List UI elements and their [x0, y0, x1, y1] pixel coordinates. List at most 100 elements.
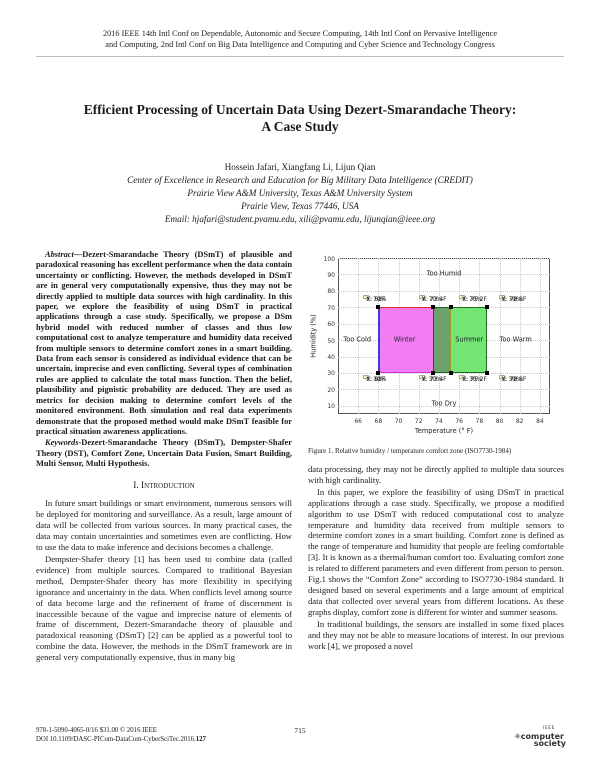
- y-tick-label: 80: [327, 288, 335, 296]
- region-label: Too Dry: [431, 399, 457, 408]
- datatip-line: X: 73.4F: [421, 376, 447, 384]
- corner-marker: [449, 370, 454, 375]
- datatip-line: Y: 70%: [421, 296, 442, 304]
- datatip-line: Y: 30%: [421, 376, 442, 384]
- paper-title-line1: Efficient Processing of Uncertain Data U…: [83, 102, 517, 117]
- section-heading-introduction: I. Introduction: [133, 480, 195, 491]
- page-number: 715: [294, 726, 306, 735]
- y-tick-label: 100: [323, 255, 335, 263]
- figure-1: 66 68 70 72 74 76 78 80 82 84 10 20 30 40 50 60 70 80 90 10…: [308, 250, 564, 456]
- x-gridline: [539, 258, 541, 414]
- right-paragraph-1: data processing, they may not be directl…: [308, 464, 564, 485]
- corner-marker: [430, 305, 435, 310]
- datatip-line: X: 73.4F: [421, 296, 447, 304]
- datatip: X: 78.8F Y: 70%: [498, 295, 526, 303]
- abstract-text: —Dezert-Smarandache Theory (DSmT) of pla…: [36, 250, 292, 436]
- datatip-line: X: 78.8F: [501, 296, 527, 304]
- ieee-computer-society-logo: IEEE ✳computer society: [514, 724, 566, 748]
- corner-marker: [485, 305, 490, 310]
- datatip: X: 75.2F Y: 70%: [459, 295, 487, 303]
- copyright-block: 978-1-5090-4065-0/16 $31.00 © 2016 IEEE …: [36, 726, 206, 744]
- y-tick-label: 90: [327, 271, 335, 279]
- datatip-line: Y: 70%: [366, 296, 387, 304]
- x-tick-label: 84: [536, 418, 544, 425]
- x-axis-label: Temperature (° F): [414, 427, 474, 435]
- two-column-body: Abstract—Dezert-Smarandache Theory (DSmT…: [36, 250, 564, 663]
- x-tick-label: 66: [354, 418, 362, 425]
- zone-overlap: [432, 307, 452, 373]
- copyright-line: 978-1-5090-4065-0/16 $31.00 © 2016 IEEE: [36, 727, 157, 734]
- abstract-label: Abstract: [45, 250, 74, 259]
- x-gridline: [358, 258, 360, 414]
- datatip-line: Y: 30%: [366, 376, 387, 384]
- conference-header-line2: and Computing, 2nd Intl Conf on Big Data…: [105, 40, 495, 49]
- region-label: Too Warm: [499, 335, 532, 344]
- y-axis-label: Humidity (%): [309, 314, 318, 358]
- affiliation-line3: Prairie View, Texas 77446, USA: [241, 201, 359, 211]
- right-paragraph-2: In this paper, we explore the feasibilit…: [308, 486, 564, 617]
- keywords-paragraph: Keywords-Dezert-Smarandache Theory (DSmT…: [36, 438, 292, 469]
- corner-marker: [430, 370, 435, 375]
- y-gridline: [338, 274, 550, 276]
- figure-1-caption: Figure 1. Relative humidity / temperatur…: [308, 447, 512, 455]
- corner-marker: [449, 305, 454, 310]
- right-column: 66 68 70 72 74 76 78 80 82 84 10 20 30 40 50 60 70 80 90 10…: [308, 250, 564, 663]
- cs-rosette-icon: ✳: [514, 732, 521, 741]
- datatip: X: 75.2F Y: 30%: [459, 375, 487, 383]
- ieee-logo-text: IEEE: [543, 726, 555, 731]
- keywords-label: Keywords: [45, 438, 79, 448]
- y-tick-label: 60: [327, 321, 335, 329]
- y-tick-label: 50: [327, 337, 335, 345]
- x-tick-label: 82: [515, 418, 524, 425]
- datatip-line: Y: 70%: [501, 296, 522, 304]
- datatip: X: 73.4F Y: 30%: [418, 375, 447, 383]
- datatip-line: X: 75.2F: [462, 296, 488, 304]
- region-label: Summer: [455, 335, 484, 344]
- keywords-text: -Dezert-Smarandache Theory (DSmT), Demps…: [36, 438, 292, 469]
- datatip: X: 68F Y: 30%: [363, 375, 386, 383]
- figure-1-chart: 66 68 70 72 74 76 78 80 82 84 10 20 30 40 50 60 70 80 90 10…: [308, 250, 564, 440]
- doi-prefix: DOI 10.1109/DASC-PICom-DataCom-CyberSciT…: [36, 736, 196, 743]
- affiliation-line2: Prairie View A&M University, Texas A&M U…: [187, 188, 413, 198]
- datatip: X: 73.4F Y: 70%: [418, 295, 447, 303]
- author-block: Hossein Jafari, Xiangfang Li, Lijun Qian…: [36, 161, 564, 226]
- region-label: Winter: [393, 335, 416, 344]
- region-label: Too Humid: [426, 269, 462, 278]
- x-tick-label: 68: [374, 418, 383, 425]
- datatip-line: X: 68F: [366, 296, 386, 304]
- y-tick-label: 70: [327, 304, 335, 312]
- datatip-line: Y: 30%: [462, 376, 483, 384]
- left-column: Abstract—Dezert-Smarandache Theory (DSmT…: [36, 250, 292, 663]
- right-paragraph-3: In traditional buildings, the sensors ar…: [308, 618, 564, 651]
- y-gridline: [338, 389, 550, 391]
- x-gridline: [499, 258, 501, 414]
- y-tick-label: 10: [327, 403, 335, 411]
- y-tick-label: 30: [327, 370, 335, 378]
- paper-title: Efficient Processing of Uncertain Data U…: [36, 101, 564, 135]
- cs-logo-line1: ✳computer: [514, 732, 564, 741]
- datatip-line: X: 75.2F: [462, 376, 488, 384]
- y-gridline: [338, 258, 550, 259]
- datatip-line: X: 78.8F: [501, 376, 527, 384]
- conference-header: 2016 IEEE 14th Intl Conf on Dependable, …: [36, 28, 564, 57]
- y-gridline: [338, 372, 550, 374]
- paper-title-line2: A Case Study: [261, 119, 339, 134]
- x-tick-label: 80: [495, 418, 504, 425]
- doi-page: 127: [195, 736, 206, 743]
- abstract-paragraph: Abstract—Dezert-Smarandache Theory (DSmT…: [36, 250, 292, 437]
- conference-header-line1: 2016 IEEE 14th Intl Conf on Dependable, …: [102, 29, 498, 38]
- datatip: X: 68F Y: 70%: [363, 295, 386, 303]
- x-tick-label: 72: [414, 418, 423, 425]
- datatip-line: X: 68F: [366, 376, 386, 384]
- x-tick-label: 74: [435, 418, 443, 425]
- intro-paragraph-1: In future smart buildings or smart envir…: [36, 498, 292, 553]
- y-gridline: [338, 290, 550, 292]
- corner-marker: [485, 370, 490, 375]
- x-tick-label: 70: [394, 418, 403, 425]
- x-tick-label: 78: [475, 418, 484, 425]
- x-gridline: [519, 258, 521, 414]
- intro-paragraph-2: Dempster-Shafer theory [1] has been used…: [36, 553, 292, 663]
- datatip-line: Y: 30%: [501, 376, 522, 384]
- affiliation-line1: Center of Excellence in Research and Edu…: [127, 175, 473, 185]
